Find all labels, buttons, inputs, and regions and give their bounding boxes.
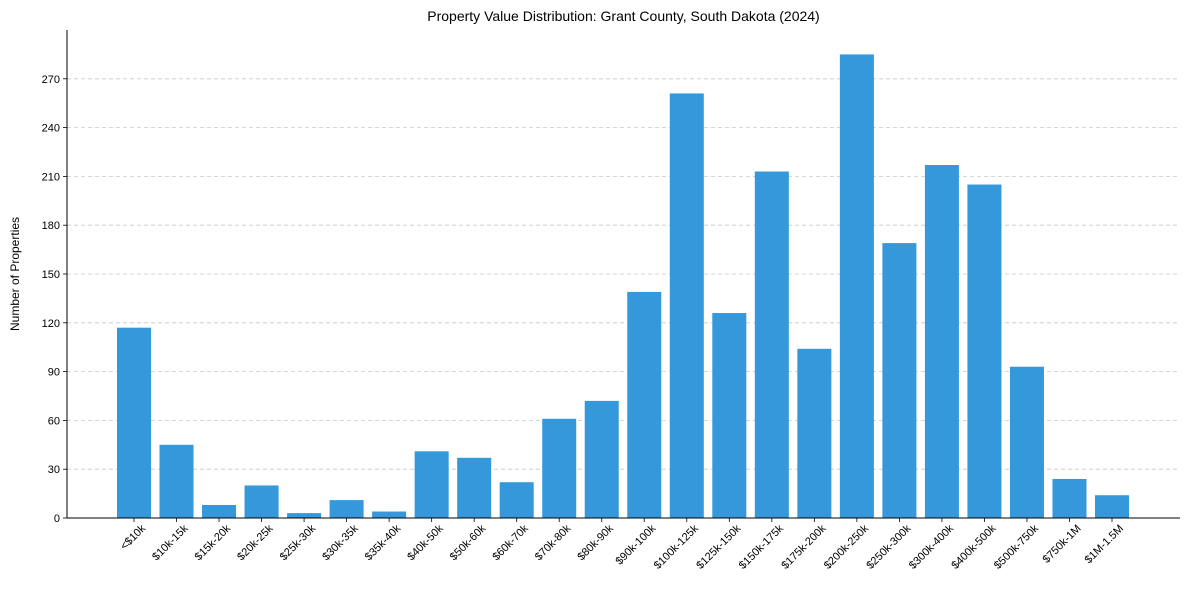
bar <box>754 171 789 518</box>
x-tick-label: $200k-250k <box>822 522 871 571</box>
x-tick-label: $250k-300k <box>864 522 913 571</box>
bar <box>542 418 577 518</box>
bar <box>797 348 832 518</box>
bar <box>839 54 874 519</box>
bar <box>244 485 279 518</box>
x-tick-label: $70k-80k <box>533 522 574 563</box>
x-tick-label: $125k-150k <box>694 522 743 571</box>
x-ticks: <$10k $10k-15k $15k-20k $20k-25k $25k-30k $30… <box>118 518 1126 572</box>
y-tick-label: 120 <box>42 318 60 330</box>
bar <box>1009 366 1044 518</box>
x-tick-label: $50k-60k <box>448 522 489 563</box>
bar <box>499 482 534 518</box>
bar <box>669 93 704 518</box>
x-tick-label: $500k-750k <box>992 522 1041 571</box>
x-tick-label: $150k-175k <box>737 522 786 571</box>
y-tick-label: 150 <box>42 269 60 281</box>
y-tick-label: 90 <box>48 367 60 379</box>
x-tick-label: <$10k <box>118 522 148 552</box>
bar <box>1094 495 1130 518</box>
x-tick-label: $175k-200k <box>779 522 828 571</box>
bar <box>116 327 152 518</box>
bar <box>584 400 619 518</box>
bar <box>372 511 407 518</box>
x-tick-label: $90k-100k <box>614 522 659 567</box>
x-tick-label: $750k-1M <box>1041 523 1084 566</box>
x-tick-label: $35k-40k <box>363 522 404 563</box>
x-tick-label: $1M-1.5M <box>1083 523 1127 567</box>
y-tick-label: 240 <box>42 123 60 135</box>
x-tick-label: $80k-90k <box>575 522 616 563</box>
bar <box>967 184 1002 519</box>
x-tick-label: $25k-30k <box>278 522 319 563</box>
x-tick-label: $100k-125k <box>652 522 701 571</box>
x-tick-label: $20k-25k <box>235 522 276 563</box>
bar <box>414 451 449 518</box>
grid-lines <box>67 78 1180 470</box>
y-tick-label: 60 <box>48 415 60 427</box>
y-tick-label: 30 <box>48 464 60 476</box>
x-tick-label: $60k-70k <box>490 522 531 563</box>
bar <box>882 243 917 519</box>
chart-title: Property Value Distribution: Grant Count… <box>427 8 819 24</box>
x-tick-label: $30k-35k <box>320 522 361 563</box>
x-tick-label: $300k-400k <box>907 522 956 571</box>
bar <box>159 444 194 518</box>
bar <box>202 504 237 518</box>
bars <box>116 54 1130 519</box>
bar <box>329 500 364 518</box>
y-tick-label: 0 <box>54 513 60 525</box>
x-tick-label: $10k-15k <box>150 522 191 563</box>
bar <box>1052 478 1087 518</box>
x-tick-label: $15k-20k <box>193 522 234 563</box>
y-tick-label: 210 <box>42 171 60 183</box>
bar <box>712 313 747 518</box>
bar <box>924 165 959 518</box>
bar <box>457 457 492 518</box>
bar <box>287 513 322 518</box>
x-tick-label: $40k-50k <box>405 522 446 563</box>
bar <box>627 291 662 518</box>
x-tick-label: $400k-500k <box>949 522 998 571</box>
y-tick-label: 270 <box>42 74 60 86</box>
y-ticks: 0 30 60 90 120 150 180 210 240 270 <box>42 74 67 525</box>
y-axis-label: Number of Properties <box>8 217 22 331</box>
y-tick-label: 180 <box>42 220 60 232</box>
